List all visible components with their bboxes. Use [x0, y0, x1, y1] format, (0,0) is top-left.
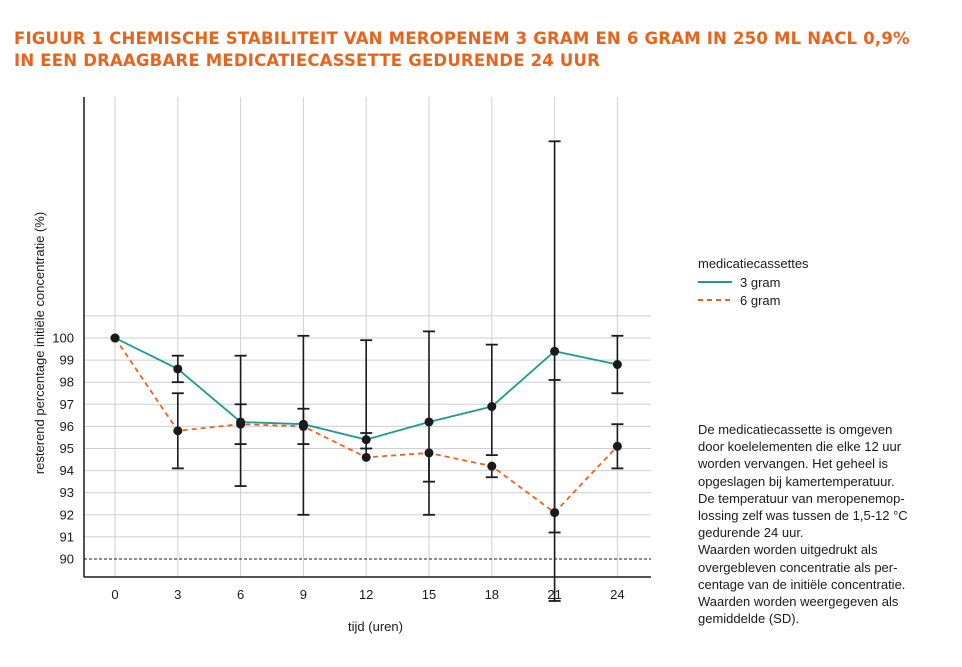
data-point-6-gram [361, 452, 371, 462]
y-tick-label: 91 [60, 529, 74, 544]
figure-title-line-2: IN EEN DRAAGBARE MEDICATIECASSETTE GEDUR… [14, 51, 601, 70]
note-line: De temperatuur van meropenemop- [698, 490, 905, 506]
x-tick-label: 3 [174, 587, 181, 602]
x-tick-label: 18 [485, 587, 499, 602]
data-point-6-gram [424, 448, 434, 458]
y-tick-label: 98 [60, 375, 74, 390]
data-point-6-gram [612, 441, 622, 451]
x-tick-label: 12 [359, 587, 373, 602]
legend-item-3-gram: 3 gram [698, 273, 809, 291]
y-tick-label: 100 [52, 331, 74, 346]
y-tick-label: 92 [60, 507, 74, 522]
data-point-3-gram [173, 364, 183, 374]
note-line: gedurende 24 uur. [698, 525, 804, 541]
note-line: De medicatiecassette is omgeven [698, 422, 893, 437]
legend-title: medicatiecassettes [698, 256, 809, 271]
x-tick-label: 15 [422, 587, 436, 602]
note-line: centage van de initiële concentratie. [698, 576, 906, 592]
note-line: gemiddelde (SD). [698, 611, 800, 627]
data-point-6-gram [487, 461, 497, 471]
x-tick-label: 6 [237, 587, 244, 602]
note-line: opgeslagen bij kamertemperatuur. [698, 473, 895, 489]
figure-title: FIGUUR 1 CHEMISCHE STABILITEIT VAN MEROP… [14, 28, 944, 72]
data-point-3-gram [424, 417, 434, 427]
legend-swatch-3-gram [698, 281, 732, 283]
x-tick-label: 9 [300, 587, 307, 602]
figure-title-line-1: FIGUUR 1 CHEMISCHE STABILITEIT VAN MEROP… [14, 29, 910, 48]
legend-label-6-gram: 6 gram [740, 292, 781, 308]
x-axis-label: tijd (uren) [348, 619, 403, 634]
y-axis-label: resterend percentage initiële concentrat… [32, 212, 47, 474]
data-point-3-gram [550, 346, 560, 356]
chart-legend: medicatiecassettes 3 gram 6 gram [698, 256, 809, 309]
y-tick-label: 94 [60, 463, 74, 478]
note-line: worden vervangen. Het geheel is [698, 456, 889, 472]
note-line: overgebleven concentratie als per- [698, 559, 898, 575]
legend-item-6-gram: 6 gram [698, 291, 809, 309]
x-tick-label: 24 [610, 587, 624, 602]
note-line: Waarden worden weergegeven als [698, 594, 899, 610]
note-line: door koelelementen die elke 12 uur [698, 439, 902, 455]
y-tick-label: 95 [60, 441, 74, 456]
y-tick-label: 90 [60, 552, 74, 567]
note-line: lossing zelf was tussen de 1,5-12 °C [698, 508, 908, 524]
x-tick-label: 0 [111, 587, 118, 602]
y-tick-label: 93 [60, 485, 74, 500]
y-tick-label: 97 [60, 397, 74, 412]
y-tick-label: 99 [60, 353, 74, 368]
y-tick-label: 96 [60, 419, 74, 434]
data-point-6-gram [236, 419, 246, 429]
data-point-3-gram [361, 435, 371, 445]
data-point-6-gram [173, 426, 183, 436]
data-point-6-gram [110, 333, 120, 343]
legend-label-3-gram: 3 gram [740, 274, 781, 290]
data-point-3-gram [612, 360, 622, 370]
data-point-3-gram [487, 402, 497, 412]
note-line: Waarden worden uitgedrukt als [698, 542, 878, 558]
legend-swatch-6-gram [698, 299, 732, 301]
figure-note: De medicatiecassette is omgeven door koe… [698, 421, 953, 627]
data-point-6-gram [550, 508, 560, 518]
data-point-6-gram [298, 421, 308, 431]
